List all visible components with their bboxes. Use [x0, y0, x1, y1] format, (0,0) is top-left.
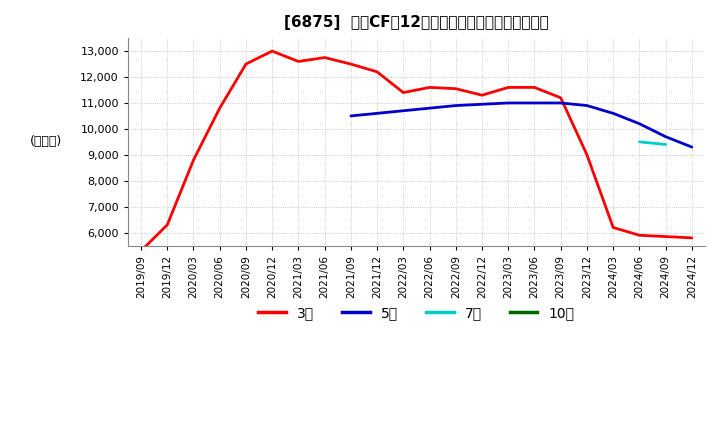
Line: 7年: 7年	[639, 142, 666, 144]
3年	[137, 248, 145, 253]
3年	[399, 90, 408, 95]
Y-axis label: (百万円): (百万円)	[30, 136, 62, 148]
3年	[582, 152, 591, 158]
5年	[373, 111, 382, 116]
5年	[504, 100, 513, 106]
3年	[635, 233, 644, 238]
Line: 5年: 5年	[351, 103, 692, 147]
7年	[635, 139, 644, 144]
5年	[530, 100, 539, 106]
5年	[582, 103, 591, 108]
3年	[609, 225, 618, 230]
3年	[268, 48, 276, 54]
5年	[426, 106, 434, 111]
3年	[294, 59, 302, 64]
3年	[477, 92, 486, 98]
3年	[530, 85, 539, 90]
5年	[477, 102, 486, 107]
7年	[662, 142, 670, 147]
3年	[662, 234, 670, 239]
5年	[688, 144, 696, 150]
5年	[609, 111, 618, 116]
3年	[504, 85, 513, 90]
3年	[189, 158, 198, 163]
5年	[635, 121, 644, 126]
3年	[163, 222, 171, 227]
3年	[215, 106, 224, 111]
5年	[557, 100, 565, 106]
3年	[426, 85, 434, 90]
5年	[662, 134, 670, 139]
5年	[451, 103, 460, 108]
5年	[346, 113, 355, 118]
3年	[320, 55, 329, 60]
3年	[451, 86, 460, 92]
5年	[399, 108, 408, 114]
3年	[373, 69, 382, 74]
3年	[346, 62, 355, 67]
3年	[557, 95, 565, 100]
3年	[688, 235, 696, 241]
Legend: 3年, 5年, 7年, 10年: 3年, 5年, 7年, 10年	[253, 301, 580, 326]
Line: 3年: 3年	[141, 51, 692, 251]
3年	[242, 62, 251, 67]
Title: [6875]  営業CFの12か月移動合計の標準偏差の推移: [6875] 営業CFの12か月移動合計の標準偏差の推移	[284, 15, 549, 30]
